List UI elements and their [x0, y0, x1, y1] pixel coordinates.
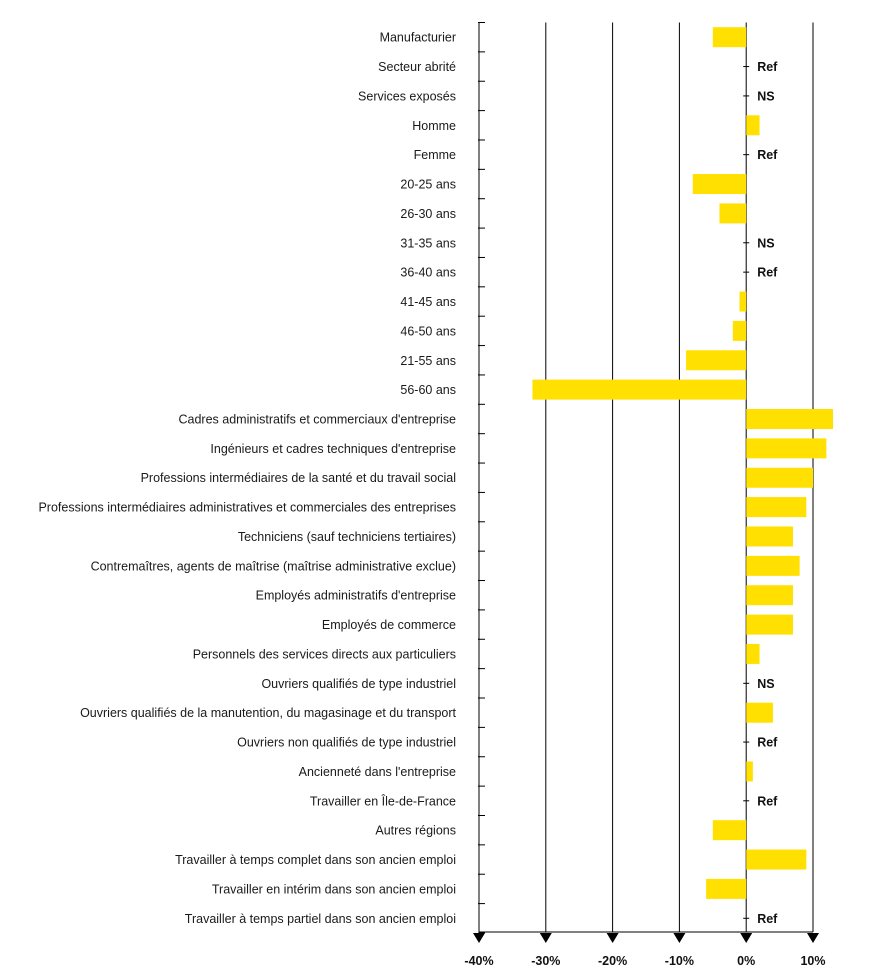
category-label: Employés administratifs d'entreprise: [256, 589, 456, 603]
bar: [746, 438, 827, 459]
category-label: Ancienneté dans l'entreprise: [299, 765, 456, 779]
category-label: Secteur abrité: [378, 60, 456, 74]
category-label: Autres régions: [375, 824, 456, 838]
category-label: Contremaîtres, agents de maîtrise (maîtr…: [91, 559, 456, 573]
category-label: 36-40 ans: [400, 266, 456, 280]
x-tick-marker: [606, 933, 619, 943]
note-label: Ref: [757, 60, 778, 74]
bars: [532, 27, 834, 899]
x-tick-label: -40%: [464, 954, 493, 968]
category-label: Homme: [412, 119, 456, 133]
note-label: NS: [757, 236, 774, 250]
x-tick-marker: [539, 933, 552, 943]
bar: [746, 643, 760, 664]
category-label: Techniciens (sauf techniciens tertiaires…: [238, 530, 456, 544]
category-label: Professions intermédiaires de la santé e…: [141, 471, 456, 485]
bar: [746, 115, 760, 136]
category-label: Cadres administratifs et commerciaux d'e…: [179, 412, 457, 426]
category-label: Professions intermédiaires administrativ…: [38, 501, 456, 515]
category-label: Travailler en Île-de-France: [310, 793, 456, 808]
bar: [746, 702, 773, 723]
category-label: Ouvriers non qualifiés de type industrie…: [237, 736, 456, 750]
x-tick-marker: [740, 933, 753, 943]
category-label: Ouvriers qualifiés de type industriel: [261, 677, 456, 691]
note-label: Ref: [757, 266, 778, 280]
note-label: Ref: [757, 148, 778, 162]
bar: [532, 379, 747, 400]
bar: [712, 820, 747, 841]
x-tick-marker: [473, 933, 485, 943]
category-label: Manufacturier: [380, 31, 456, 45]
x-axis-ticks: -40% -30% -20% -10% 0% 10%: [464, 933, 826, 968]
category-labels: Manufacturier Secteur abrité Services expo…: [38, 31, 456, 926]
x-tick-label: -20%: [598, 954, 627, 968]
note-label: NS: [757, 89, 774, 103]
bar: [746, 849, 807, 870]
x-tick-label: -30%: [531, 954, 560, 968]
x-tick-label: 10%: [800, 954, 825, 968]
category-label: Personnels des services directs aux part…: [193, 647, 456, 661]
category-label: Femme: [414, 148, 456, 162]
category-label: 21-55 ans: [400, 354, 456, 368]
bar: [746, 614, 793, 635]
bar: [746, 555, 800, 576]
category-label: 31-35 ans: [400, 236, 456, 250]
bar: [692, 174, 747, 195]
category-label: Services exposés: [358, 89, 456, 103]
category-label: 46-50 ans: [400, 324, 456, 338]
bar: [746, 467, 813, 488]
significance-notes: Ref NS Ref NS Ref NS Ref Ref Ref: [743, 60, 778, 926]
bar: [746, 526, 793, 547]
bar: [746, 761, 753, 782]
x-tick-marker: [807, 933, 819, 943]
bar: [712, 27, 747, 48]
bar: [686, 350, 747, 371]
bar: [732, 320, 747, 341]
bar: [706, 878, 747, 899]
category-label: Employés de commerce: [322, 618, 456, 632]
note-label: Ref: [757, 794, 778, 808]
note-label: NS: [757, 677, 774, 691]
x-tick-marker: [673, 933, 686, 943]
category-label: Travailler en intérim dans son ancien em…: [212, 882, 456, 896]
bar: [739, 291, 747, 312]
note-label: Ref: [757, 736, 778, 750]
category-label: Ingénieurs et cadres techniques d'entrep…: [210, 442, 456, 456]
bar: [746, 408, 834, 429]
axes: [478, 22, 813, 934]
x-tick-label: 0%: [737, 954, 755, 968]
category-label: 56-60 ans: [400, 383, 456, 397]
bar: [719, 203, 747, 224]
category-label: Travailler à temps complet dans son anci…: [175, 853, 456, 867]
category-label: Travailler à temps partiel dans son anci…: [185, 912, 456, 926]
bar: [746, 497, 807, 518]
note-label: Ref: [757, 912, 778, 926]
category-label: 20-25 ans: [400, 178, 456, 192]
category-label: 41-45 ans: [400, 295, 456, 309]
bar: [746, 585, 793, 606]
x-tick-label: -10%: [665, 954, 694, 968]
category-label: 26-30 ans: [400, 207, 456, 221]
category-label: Ouvriers qualifiés de la manutention, du…: [80, 706, 456, 720]
